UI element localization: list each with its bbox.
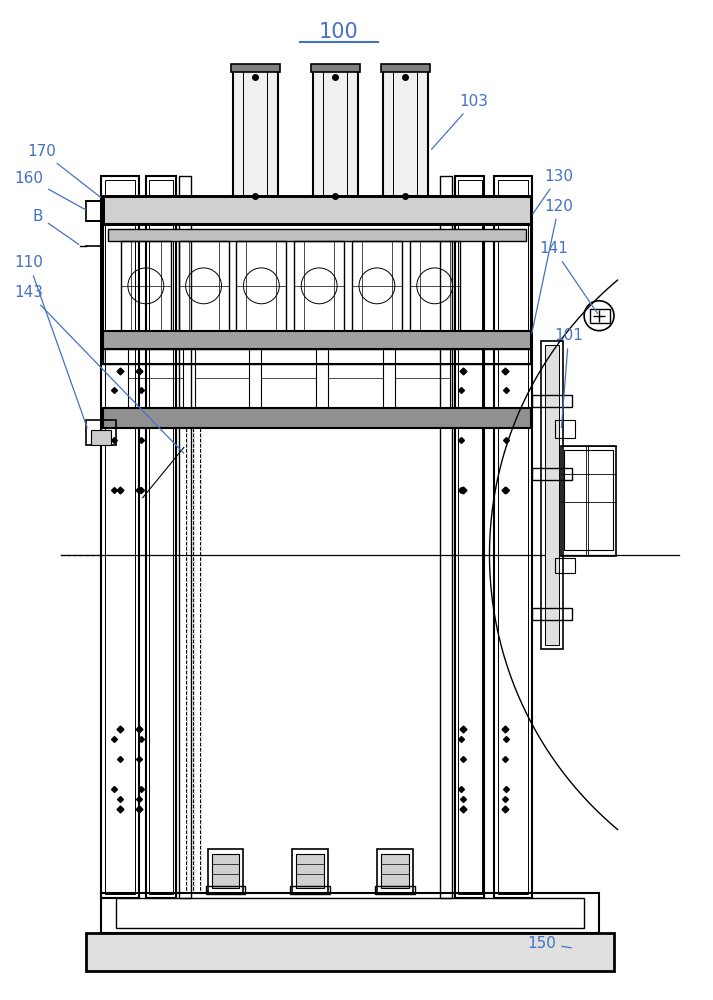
Bar <box>541 341 563 649</box>
Text: 103: 103 <box>431 94 488 149</box>
Text: 110: 110 <box>14 255 87 428</box>
Bar <box>296 854 324 888</box>
Bar <box>590 309 610 323</box>
Text: 100: 100 <box>319 22 359 42</box>
Bar <box>237 241 287 331</box>
Bar <box>103 196 531 224</box>
Text: 170: 170 <box>27 144 101 197</box>
Bar <box>103 331 531 349</box>
Bar <box>105 180 135 894</box>
Bar <box>313 67 358 216</box>
Bar <box>383 67 428 216</box>
Bar <box>232 64 280 72</box>
Bar <box>86 420 116 445</box>
Bar <box>195 349 250 408</box>
Bar <box>311 64 360 72</box>
Text: B: B <box>33 209 79 244</box>
Bar <box>440 176 451 898</box>
Bar <box>555 558 575 573</box>
Bar <box>233 67 278 216</box>
Bar <box>381 854 409 888</box>
Bar <box>395 349 450 408</box>
Bar <box>328 349 383 408</box>
Bar <box>103 349 531 364</box>
Bar <box>207 849 243 893</box>
Text: 101: 101 <box>554 328 583 427</box>
Bar <box>455 176 485 898</box>
Bar <box>494 176 533 898</box>
Bar <box>101 893 599 933</box>
Bar <box>86 933 614 971</box>
Bar <box>103 196 531 224</box>
Bar <box>561 446 616 556</box>
Bar <box>101 176 139 898</box>
Bar <box>498 180 528 894</box>
Bar <box>381 64 430 72</box>
Text: 160: 160 <box>14 171 86 210</box>
Bar <box>294 241 344 331</box>
Bar <box>292 849 328 893</box>
Bar <box>91 430 111 445</box>
Bar <box>533 608 572 620</box>
Bar <box>410 241 460 331</box>
Text: 150: 150 <box>528 936 571 951</box>
Bar <box>149 180 173 894</box>
Bar <box>116 898 584 928</box>
Bar <box>146 176 175 898</box>
Bar <box>179 176 190 898</box>
Text: 130: 130 <box>533 169 573 214</box>
Text: 120: 120 <box>532 199 573 333</box>
Bar <box>555 420 575 438</box>
Bar <box>103 224 531 364</box>
Bar <box>108 229 526 241</box>
Text: 143: 143 <box>14 285 184 453</box>
Bar <box>86 201 104 221</box>
Bar <box>545 345 559 645</box>
Bar <box>533 395 572 407</box>
Bar <box>205 886 245 894</box>
Bar <box>128 349 183 408</box>
Bar <box>352 241 402 331</box>
Bar <box>262 349 316 408</box>
Bar <box>564 450 613 550</box>
Bar <box>377 849 413 893</box>
Bar <box>290 886 330 894</box>
Bar <box>533 468 572 480</box>
Bar <box>103 408 531 428</box>
Bar <box>212 854 240 888</box>
Text: 141: 141 <box>539 241 597 313</box>
Bar <box>375 886 415 894</box>
Bar <box>179 241 228 331</box>
Bar <box>121 241 170 331</box>
Bar <box>458 180 481 894</box>
